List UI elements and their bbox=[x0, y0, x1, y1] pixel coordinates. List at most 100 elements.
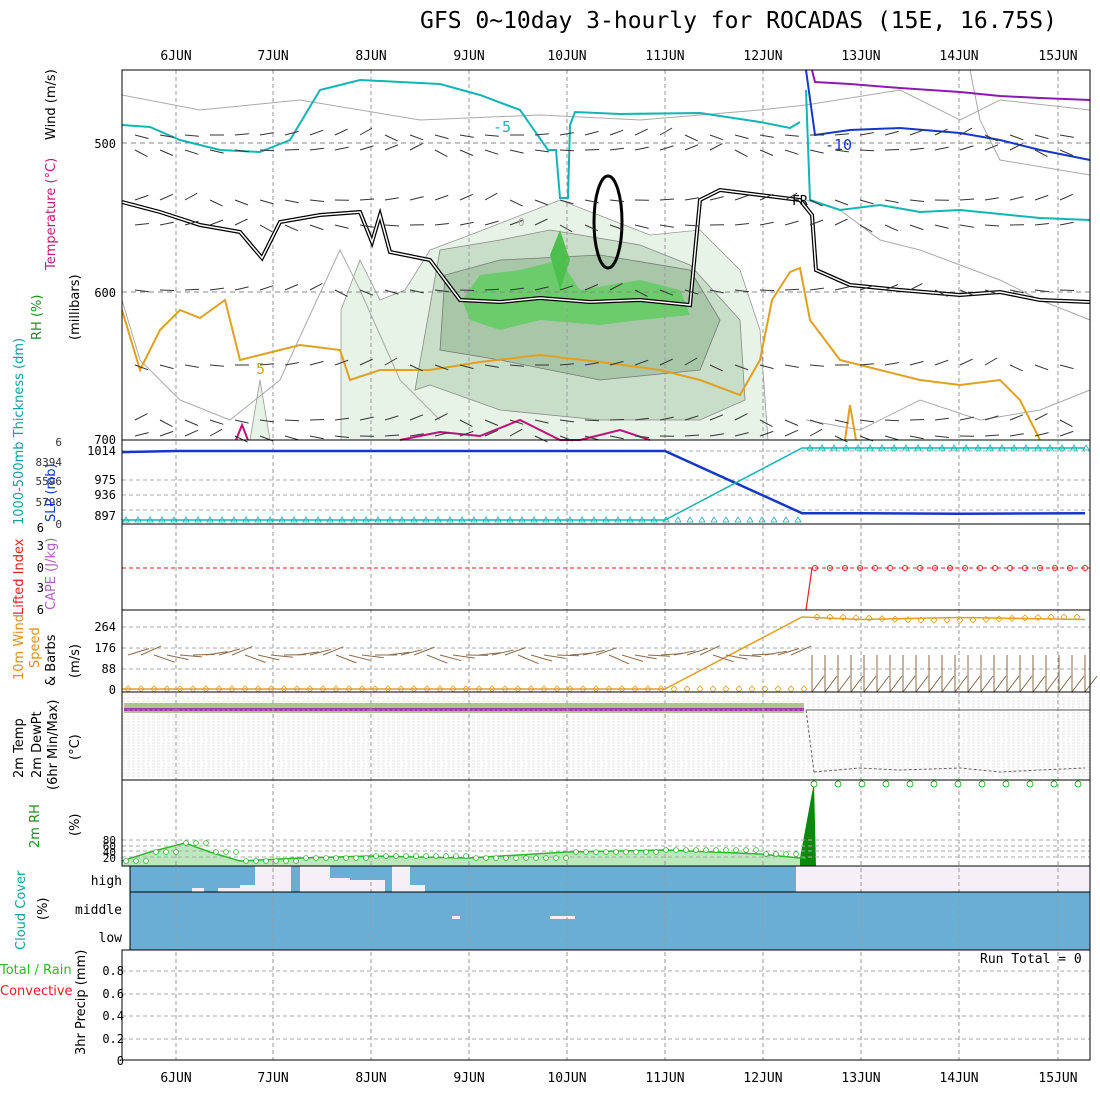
frames-layer bbox=[121, 69, 1091, 1061]
wind-barb bbox=[959, 358, 973, 366]
rh2m-marker bbox=[433, 853, 439, 859]
wind-barb bbox=[734, 149, 748, 158]
wind-barb bbox=[209, 287, 224, 291]
wind10-barb bbox=[309, 648, 332, 656]
wind-barb bbox=[309, 360, 324, 366]
wind-barb bbox=[609, 199, 624, 202]
thickness-tick: 6 bbox=[55, 436, 62, 449]
wind-barb bbox=[209, 199, 223, 207]
wind-barb bbox=[559, 149, 575, 152]
wind10-marker bbox=[436, 685, 444, 693]
wind-barb bbox=[909, 435, 924, 440]
thickness-marker bbox=[434, 516, 442, 523]
wind-barb bbox=[1034, 149, 1048, 158]
minmax-label: (6hr Min/Max) bbox=[46, 699, 61, 790]
wind10-barb bbox=[634, 654, 657, 660]
wind-barb bbox=[259, 363, 274, 366]
wind10-marker bbox=[761, 685, 769, 693]
rh2m-marker bbox=[423, 853, 429, 859]
wind-barb bbox=[1059, 221, 1074, 226]
panel-frame-cape bbox=[121, 523, 1091, 611]
thickness-marker bbox=[386, 516, 394, 523]
wind-barb bbox=[509, 149, 524, 154]
rh2m-marker bbox=[203, 840, 209, 846]
wind-barb bbox=[959, 224, 974, 228]
wind-barb bbox=[1059, 134, 1074, 138]
wind-barb bbox=[784, 288, 800, 291]
thickness-marker bbox=[338, 516, 346, 523]
wind-barb bbox=[509, 419, 524, 425]
wind-barb bbox=[584, 149, 600, 151]
thickness-marker bbox=[242, 516, 250, 523]
wind-barb bbox=[934, 359, 949, 366]
wind-barb bbox=[1009, 433, 1024, 437]
wind10-marker bbox=[1073, 613, 1081, 621]
thickness-marker bbox=[554, 516, 562, 523]
thickness-marker bbox=[782, 516, 790, 523]
rh2m-marker bbox=[623, 849, 629, 855]
rh2m-marker bbox=[513, 855, 519, 861]
freezing-line-inner bbox=[121, 189, 1091, 306]
wind10-barb bbox=[166, 654, 189, 661]
thickness-marker bbox=[674, 516, 682, 523]
wind-barb bbox=[284, 130, 299, 136]
wind10-barb bbox=[712, 654, 735, 663]
rh-tick: 40 bbox=[103, 846, 116, 859]
thickness-marker bbox=[602, 516, 610, 523]
wind-barb bbox=[234, 435, 248, 443]
wind10-barb-flag bbox=[876, 675, 890, 693]
wind-barb bbox=[734, 194, 749, 201]
thickness-marker bbox=[686, 516, 694, 523]
wind10-barb-flag bbox=[967, 675, 981, 693]
wind-barb bbox=[459, 364, 474, 370]
wind10-barb bbox=[413, 646, 435, 656]
wind-barb bbox=[359, 145, 374, 151]
run-total: Run Total = 0 bbox=[980, 952, 1082, 967]
wind-barb bbox=[859, 363, 874, 366]
thickness-marker bbox=[158, 516, 166, 523]
wind-barb bbox=[259, 149, 275, 152]
wind-barb bbox=[159, 134, 174, 138]
wind-barb bbox=[1034, 413, 1048, 421]
precip-tick: 0.6 bbox=[102, 987, 124, 1001]
wind10-marker bbox=[267, 685, 275, 693]
wind-barb bbox=[509, 364, 524, 367]
wind-barb bbox=[1009, 196, 1024, 201]
rh2m-marker bbox=[603, 849, 609, 855]
wind-barb bbox=[609, 129, 624, 136]
thickness-marker bbox=[806, 444, 814, 451]
thickness-marker bbox=[794, 516, 802, 523]
li-marker bbox=[872, 565, 878, 571]
wind-barb bbox=[634, 128, 648, 136]
wind10-marker bbox=[150, 685, 158, 693]
wind10-marker bbox=[202, 685, 210, 693]
rh2m-marker-high bbox=[954, 780, 962, 788]
wind10-marker bbox=[488, 685, 496, 693]
wind-barb bbox=[1009, 289, 1024, 294]
rh2m-marker bbox=[243, 858, 249, 864]
rh2m-spike bbox=[800, 782, 816, 866]
thickness-marker bbox=[902, 444, 910, 451]
wind-barb bbox=[1034, 223, 1049, 226]
wind-barb bbox=[234, 133, 249, 136]
thickness-tick: 5596 bbox=[36, 475, 63, 488]
wind-barb bbox=[559, 419, 574, 423]
temp-units-label: (°C) bbox=[68, 734, 83, 760]
wind-barb bbox=[884, 149, 900, 151]
thickness-marker bbox=[734, 516, 742, 523]
wind-barb bbox=[584, 435, 599, 441]
wind10-barb bbox=[504, 647, 526, 656]
rh2m-marker bbox=[283, 858, 289, 864]
grey-contour bbox=[121, 248, 441, 421]
wind10-barb-flag bbox=[915, 675, 929, 693]
wind-barb bbox=[359, 358, 373, 366]
thickness-marker bbox=[758, 516, 766, 523]
wind-barb bbox=[1034, 289, 1049, 293]
thickness-tick: 0 bbox=[55, 518, 62, 531]
upper-pressure-label: (millibars) bbox=[68, 274, 83, 340]
wind-barb bbox=[684, 415, 699, 421]
li-marker bbox=[932, 565, 938, 571]
thickness-marker bbox=[530, 516, 538, 523]
thickness-marker bbox=[494, 516, 502, 523]
wind-barb bbox=[1059, 289, 1075, 291]
